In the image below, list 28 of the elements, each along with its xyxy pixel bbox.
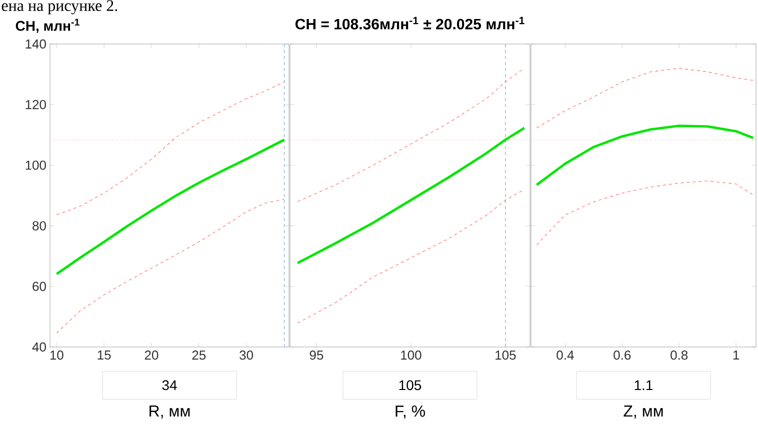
y-tick-label: 80 [32, 221, 46, 230]
text: ена на рисунке 2. [2, 0, 118, 14]
x-tick-label: 15 [98, 350, 111, 360]
y-tick-label: 140 [26, 39, 46, 49]
x-tick-label: 10 [50, 350, 64, 360]
x-tick-label: 25 [192, 350, 206, 360]
text: 105 [399, 380, 422, 390]
chart-title: CH = 108.36млн$^{-1}$ ± 20.025 млн$^{-1}$ [295, 16, 524, 30]
y-tick-label: 100 [26, 160, 46, 170]
y-axis-title: CH, млн$^{-1}$ [16, 18, 80, 33]
x-tick-label: 0.8 [670, 350, 688, 360]
x-tick-label: 100 [401, 350, 422, 360]
x-axis-title: Z, мм [624, 406, 663, 419]
x-tick-label: 105 [496, 350, 516, 360]
text: 34 [162, 380, 177, 390]
x-tick-label: 95 [310, 350, 324, 360]
y-tick-label: 40 [32, 342, 46, 352]
x-tick-label: 30 [240, 350, 254, 360]
y-tick-label: 60 [32, 282, 46, 291]
x-tick-label: 0.6 [614, 350, 631, 360]
x-tick-label: 20 [144, 350, 158, 360]
line-series [56, 198, 285, 334]
x-axis-title: F, % [396, 406, 425, 419]
y-tick-label: 120 [26, 100, 46, 110]
x-axis-title: R, мм [150, 406, 190, 419]
x-tick-label: 0.4 [556, 350, 574, 360]
text: 1.1 [634, 380, 653, 390]
x-tick-label: 1 [733, 350, 740, 360]
